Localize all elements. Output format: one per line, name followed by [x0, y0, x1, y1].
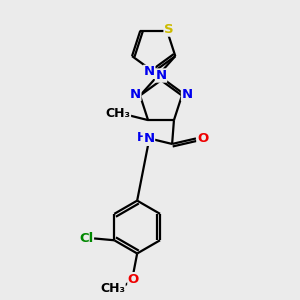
- Text: N: N: [182, 88, 193, 100]
- Text: H: H: [137, 131, 147, 144]
- Text: N: N: [144, 65, 155, 78]
- Text: N: N: [143, 132, 155, 145]
- Text: CH₃: CH₃: [106, 107, 130, 120]
- Text: S: S: [164, 23, 174, 36]
- Text: CH₃: CH₃: [100, 282, 125, 295]
- Text: N: N: [130, 88, 141, 100]
- Text: Cl: Cl: [79, 232, 93, 245]
- Text: O: O: [197, 132, 208, 145]
- Text: N: N: [155, 69, 167, 82]
- Text: O: O: [128, 273, 139, 286]
